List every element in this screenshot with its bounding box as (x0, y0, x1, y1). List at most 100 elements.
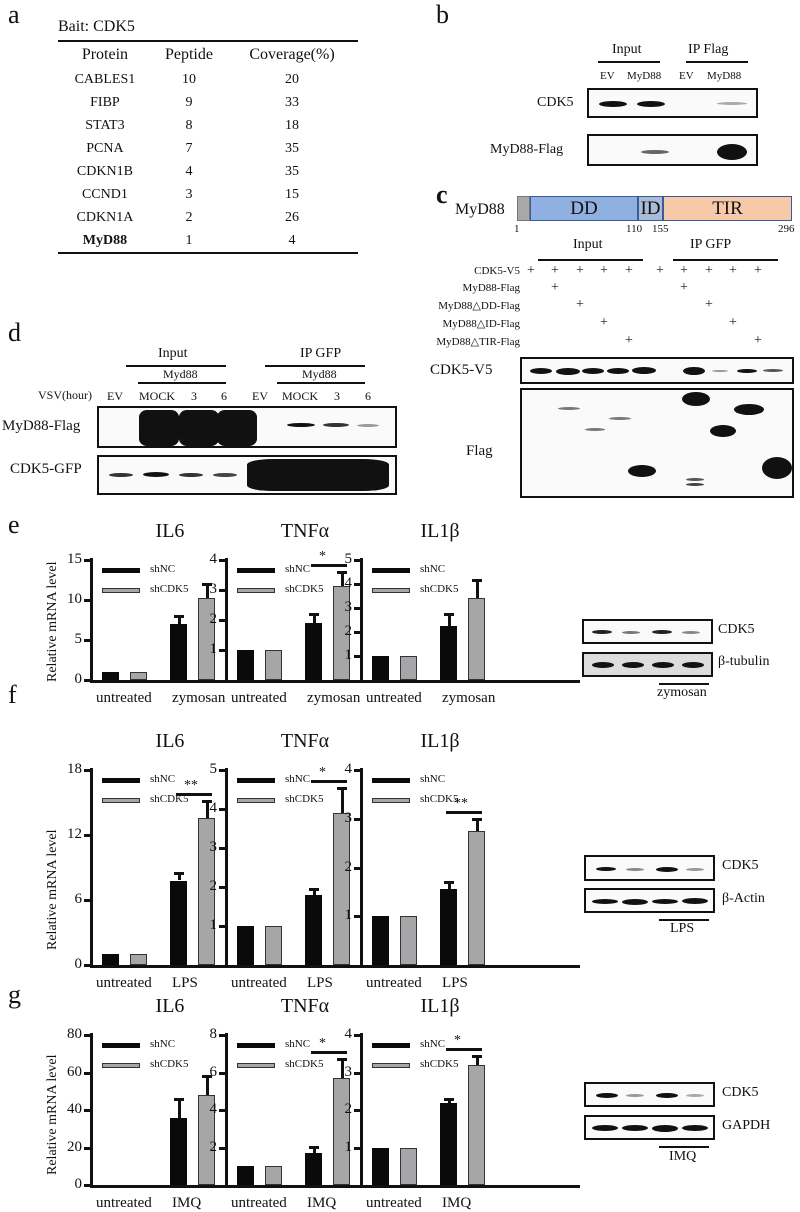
band (652, 899, 678, 904)
band (592, 899, 618, 904)
lane-label: EV (679, 70, 694, 82)
significance-mark: ** (454, 795, 468, 811)
legend-swatch-shnc (102, 568, 140, 573)
group-ip-flag: IP Flag (688, 42, 729, 57)
legend-label-shcdk5: shCDK5 (285, 583, 324, 595)
chart-title: IL1β (420, 730, 460, 752)
band (357, 424, 379, 427)
legend-swatch-shnc (237, 778, 275, 783)
y-tick-label: 1 (344, 647, 353, 663)
band (213, 473, 237, 477)
cell-protein: FIBP (90, 94, 120, 110)
band (179, 473, 203, 477)
y-tick (219, 886, 226, 889)
band (596, 1093, 618, 1098)
lane-label: EV (252, 389, 268, 403)
error-cap (443, 1097, 454, 1101)
band (682, 631, 700, 634)
band (622, 662, 644, 668)
y-tick (354, 1071, 361, 1075)
plus-mark: + (576, 263, 584, 278)
blot-label-flag: Flag (466, 443, 493, 459)
table-row: PCNA 7 35 (58, 137, 358, 160)
cell-protein: CDKN1A (76, 209, 134, 225)
lane-label: 3 (334, 389, 340, 403)
x-axis (225, 680, 360, 683)
treatment-line (659, 683, 709, 685)
band (762, 457, 792, 479)
y-axis-label-f: Relative mRNA level (45, 829, 60, 950)
band (609, 417, 631, 420)
band (682, 898, 708, 904)
group-line (538, 259, 643, 261)
y-tick-label: 0 (74, 956, 83, 972)
blot-label: GAPDH (722, 1118, 771, 1133)
y-axis (360, 558, 363, 682)
error-bar (205, 801, 209, 818)
y-tick-label: 18 (67, 761, 82, 777)
blot-cdk5 (582, 619, 713, 644)
legend-swatch-shnc (237, 1043, 275, 1048)
legend-label-shcdk5: shCDK5 (420, 583, 459, 595)
band (656, 1093, 678, 1098)
x-label: LPS (442, 975, 468, 991)
band (717, 102, 747, 105)
legend-label-shnc: shNC (420, 773, 446, 785)
band (622, 899, 648, 905)
panel-label-c: c (436, 180, 448, 209)
group-input: Input (573, 237, 603, 252)
y-tick-label: 1 (344, 1138, 353, 1155)
plus-mark: + (625, 333, 633, 348)
band (582, 368, 604, 374)
band (558, 407, 580, 410)
band (217, 410, 257, 446)
band (683, 367, 705, 375)
y-tick-label: 8 (209, 1026, 218, 1042)
band (622, 631, 640, 634)
cell-peptide: 4 (185, 163, 193, 179)
myd88-label: MyD88 (455, 201, 505, 218)
x-label: untreated (366, 690, 422, 706)
y-tick (354, 607, 361, 610)
lane-label: EV (107, 389, 123, 403)
y-tick (219, 559, 226, 562)
legend-label-shcdk5: shCDK5 (420, 1058, 459, 1070)
group-line (277, 382, 365, 384)
error-bar (475, 1055, 479, 1065)
error-bar (205, 1076, 209, 1095)
chart-title: IL6 (155, 995, 185, 1017)
bar-shcdk5 (130, 954, 147, 965)
band (622, 1125, 648, 1131)
y-tick-label: 3 (209, 839, 218, 855)
plus-mark: + (600, 263, 608, 278)
y-axis (90, 558, 93, 682)
bar-shnc (170, 624, 187, 680)
legend-swatch-shnc (102, 778, 140, 783)
error-cap (308, 613, 319, 616)
legend-label-shcdk5: shCDK5 (150, 1058, 189, 1070)
pos-296: 296 (778, 223, 795, 235)
y-tick-label: 3 (344, 1063, 353, 1080)
blot-label: β-tubulin (718, 654, 770, 669)
blot-label-myd88-flag: MyD88-Flag (2, 418, 81, 434)
band (632, 367, 656, 374)
bar-shnc (305, 623, 322, 680)
blot-label: CDK5 (722, 858, 759, 873)
error-cap (308, 887, 319, 891)
error-bar (340, 787, 344, 813)
y-tick-label: 0 (74, 1176, 83, 1192)
group-line (138, 382, 226, 384)
significance-mark: ** (184, 778, 198, 794)
y-tick-label: 4 (344, 1026, 353, 1042)
panel-label-a: a (8, 0, 20, 29)
chart-title: IL1β (420, 520, 460, 542)
plus-mark: + (656, 263, 664, 278)
plus-mark: + (680, 280, 688, 295)
bar-shnc (102, 672, 119, 680)
legend-swatch-shnc (102, 1043, 140, 1048)
x-label: untreated (231, 975, 287, 991)
table-row: CDKN1A 2 26 (58, 206, 358, 229)
bar-shnc (372, 1147, 389, 1185)
y-tick-label: 80 (67, 1026, 82, 1042)
group-input: Input (158, 346, 188, 361)
